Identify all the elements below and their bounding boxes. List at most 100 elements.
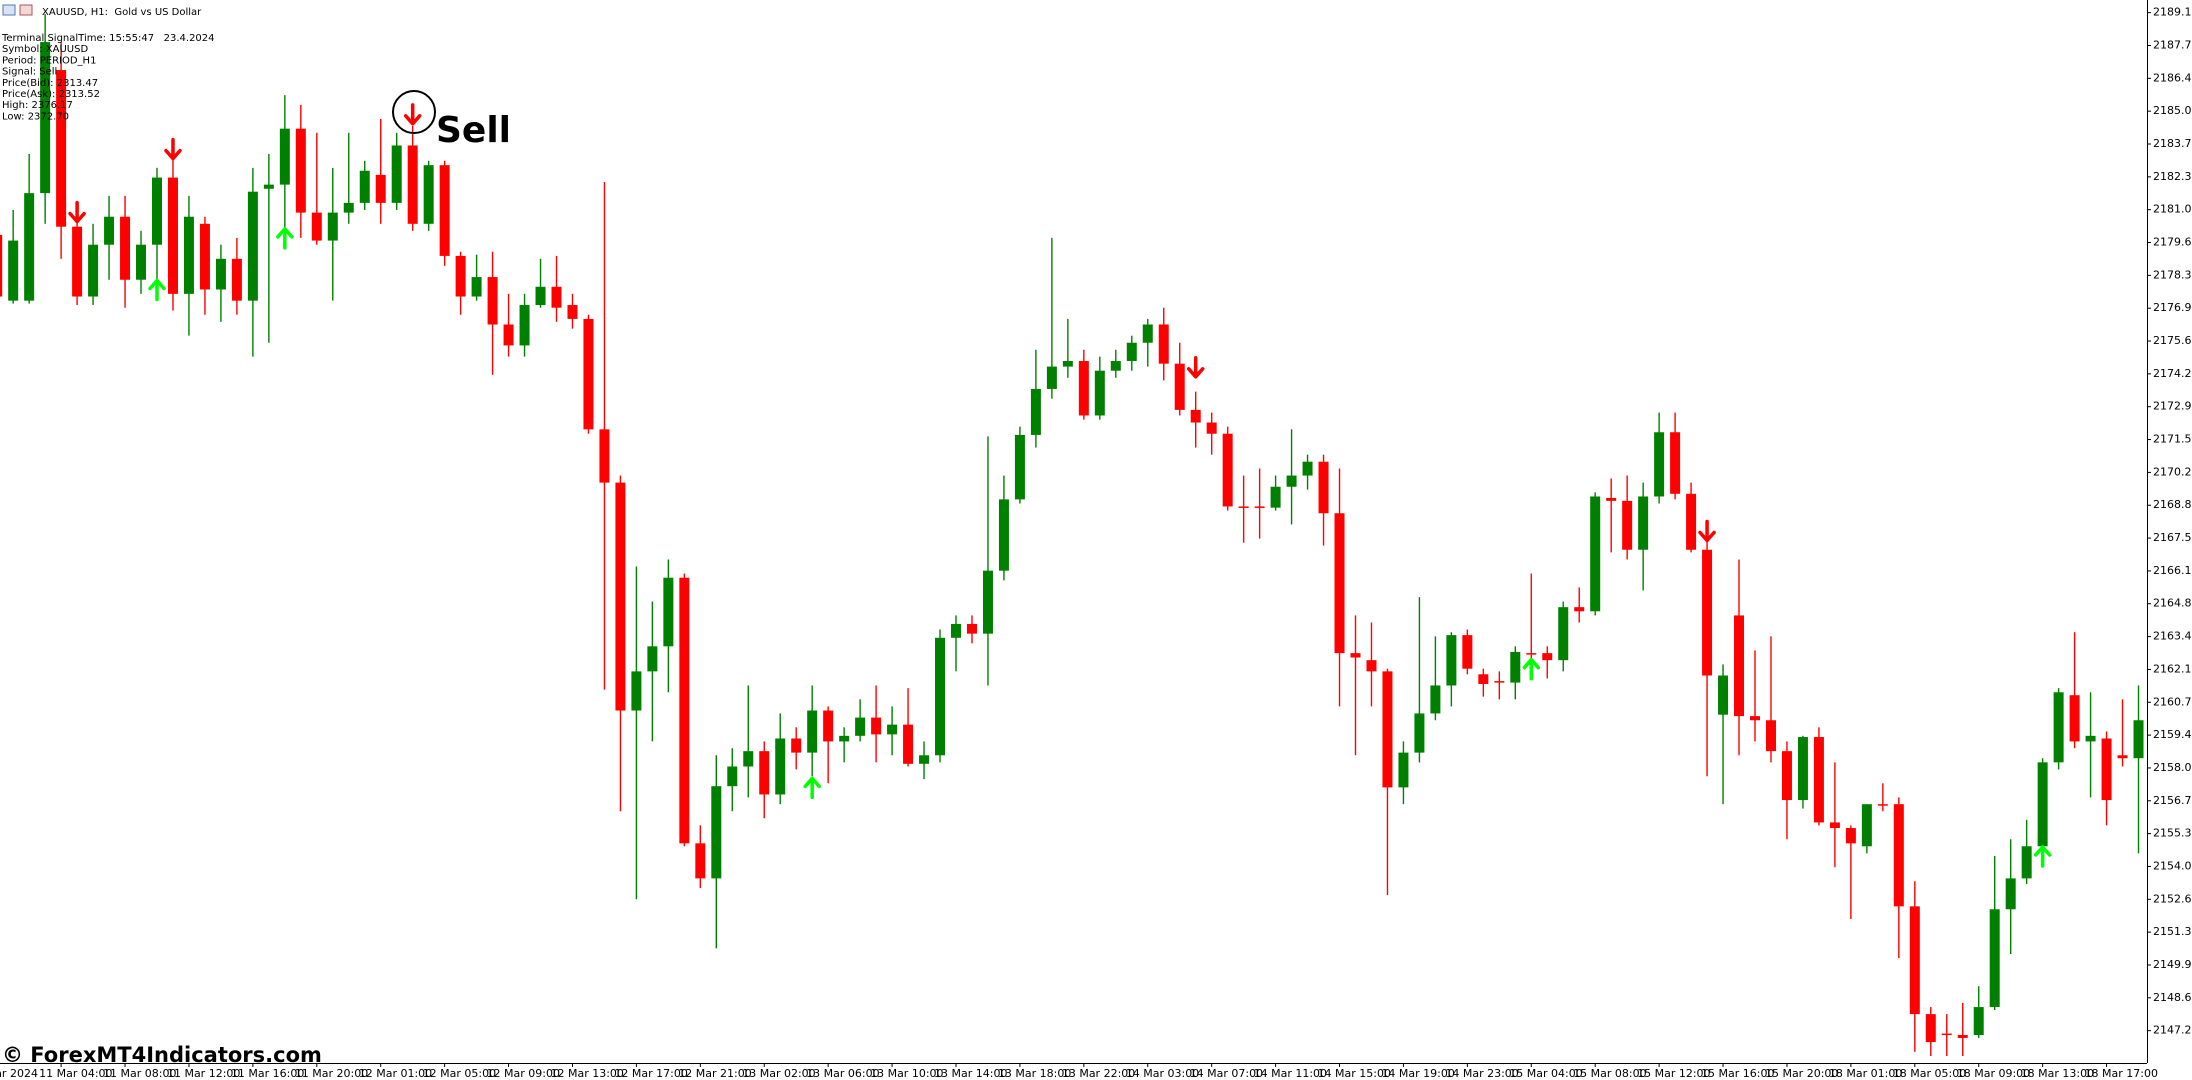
candle-body [1334, 513, 1345, 654]
candle-body [1750, 716, 1760, 721]
candle-body [104, 216, 115, 245]
y-tick-label: 2166.15 [2153, 564, 2192, 577]
buy-arrow [803, 776, 821, 800]
info-line: Low: 2372.70 [2, 111, 69, 122]
candle-body [311, 212, 322, 241]
candle-body [695, 843, 706, 879]
candle-body [1062, 360, 1073, 367]
candle-body [615, 482, 626, 711]
x-tick-label: 11 Mar 20:00 [295, 1067, 368, 1080]
candle-body [1989, 909, 2000, 1008]
sell-arrow [68, 200, 86, 224]
candle-body [1781, 751, 1792, 801]
candle-body [1318, 461, 1329, 514]
candle-body [1414, 713, 1425, 753]
candle-body [711, 786, 722, 879]
candle-body [1909, 906, 1920, 1015]
candle-body [919, 755, 930, 764]
y-tick-label: 2172.90 [2153, 400, 2192, 413]
y-tick-label: 2163.45 [2153, 630, 2192, 643]
x-tick-label: 11 Mar 16:00 [231, 1067, 304, 1080]
candle-body [247, 191, 258, 301]
candle-body [1574, 607, 1585, 612]
info-panel: Terminal SignalTime: 15:55:47 23.4.2024S… [1, 33, 215, 122]
candle-body [551, 286, 562, 308]
y-tick-label: 2154.00 [2153, 859, 2192, 872]
candle-body [1014, 434, 1025, 500]
x-tick-label: 14 Mar 15:00 [1318, 1067, 1391, 1080]
x-tick-label: 13 Mar 06:00 [806, 1067, 879, 1080]
y-tick-label: 2170.20 [2153, 465, 2192, 478]
candle-body [599, 429, 610, 483]
candle-body [423, 165, 434, 224]
annotation-circle [392, 90, 436, 134]
x-tick-label: 11 Mar 08:00 [103, 1067, 176, 1080]
candle-body [1654, 432, 1665, 497]
candle-body [647, 646, 658, 672]
candle-body [199, 223, 210, 290]
candle-body [791, 738, 802, 753]
candle-body [0, 234, 3, 297]
candle-body [167, 177, 178, 294]
candle-body [1510, 651, 1521, 683]
candle-body [327, 212, 338, 241]
y-tick-label: 2186.40 [2153, 71, 2192, 84]
x-tick-label: 18 Mar 09:00 [1957, 1067, 2030, 1080]
x-tick-label: 18 Mar 01:00 [1829, 1067, 1902, 1080]
x-tick-label: 12 Mar 09:00 [487, 1067, 560, 1080]
y-tick-label: 2162.10 [2153, 662, 2192, 675]
y-tick-label: 2189.10 [2153, 6, 2192, 19]
info-line: High: 2376.17 [2, 100, 73, 111]
x-tick-label: 18 Mar 17:00 [2085, 1067, 2158, 1080]
x-tick-label: 15 Mar 12:00 [1637, 1067, 1710, 1080]
candle-body [1302, 461, 1313, 476]
y-tick-label: 2160.75 [2153, 695, 2192, 708]
x-tick-label: 13 Mar 22:00 [1062, 1067, 1135, 1080]
candle-body [1478, 674, 1489, 685]
candle-body [1526, 653, 1537, 655]
info-line: Symbol: XAUUSD [2, 44, 88, 55]
candle-body [407, 145, 418, 224]
candle-body [1174, 363, 1185, 410]
candle-body [391, 145, 402, 203]
x-tick-label: 8 Mar 2024 [0, 1067, 38, 1080]
y-tick-label: 2181.00 [2153, 203, 2192, 216]
candle-body [663, 577, 674, 647]
candle-body [2101, 738, 2112, 801]
candle-body [1542, 653, 1553, 661]
x-tick-label: 18 Mar 05:00 [1893, 1067, 1966, 1080]
candle-body [1254, 506, 1265, 508]
info-line: Terminal SignalTime: 15:55:47 23.4.2024 [1, 33, 215, 44]
y-tick-label: 2151.30 [2153, 925, 2192, 938]
info-line: Period: PERIOD_H1 [2, 55, 96, 66]
y-tick-label: 2148.60 [2153, 991, 2192, 1004]
candle-body [2133, 720, 2144, 759]
y-tick-label: 2156.7 [2153, 794, 2192, 807]
x-tick-label: 12 Mar 05:00 [423, 1067, 496, 1080]
candle-body [1030, 388, 1041, 435]
candle-body [727, 766, 738, 787]
candle-body [567, 305, 578, 319]
candle-body [1206, 422, 1217, 434]
candle-body [1813, 737, 1824, 823]
candle-body [183, 216, 194, 294]
candle-body [1110, 360, 1121, 371]
x-tick-label: 12 Mar 01:00 [359, 1067, 432, 1080]
candle-body [1861, 804, 1872, 847]
y-tick-label: 2175.60 [2153, 334, 2192, 347]
candle-body [1126, 342, 1137, 361]
candle-body [2021, 846, 2032, 879]
candle-body [2053, 692, 2064, 763]
candle-body [1686, 493, 1697, 550]
candle-body [231, 258, 242, 301]
candle-body [1734, 615, 1745, 717]
x-tick-label: 14 Mar 19:00 [1381, 1067, 1454, 1080]
sell-arrow [164, 137, 182, 161]
x-tick-label: 12 Mar 21:00 [678, 1067, 751, 1080]
y-tick-label: 2159.40 [2153, 728, 2192, 741]
y-tick-label: 2187.75 [2153, 38, 2192, 51]
candle-body [535, 286, 546, 306]
candle-body [1558, 607, 1569, 661]
x-tick-label: 11 Mar 04:00 [39, 1067, 112, 1080]
